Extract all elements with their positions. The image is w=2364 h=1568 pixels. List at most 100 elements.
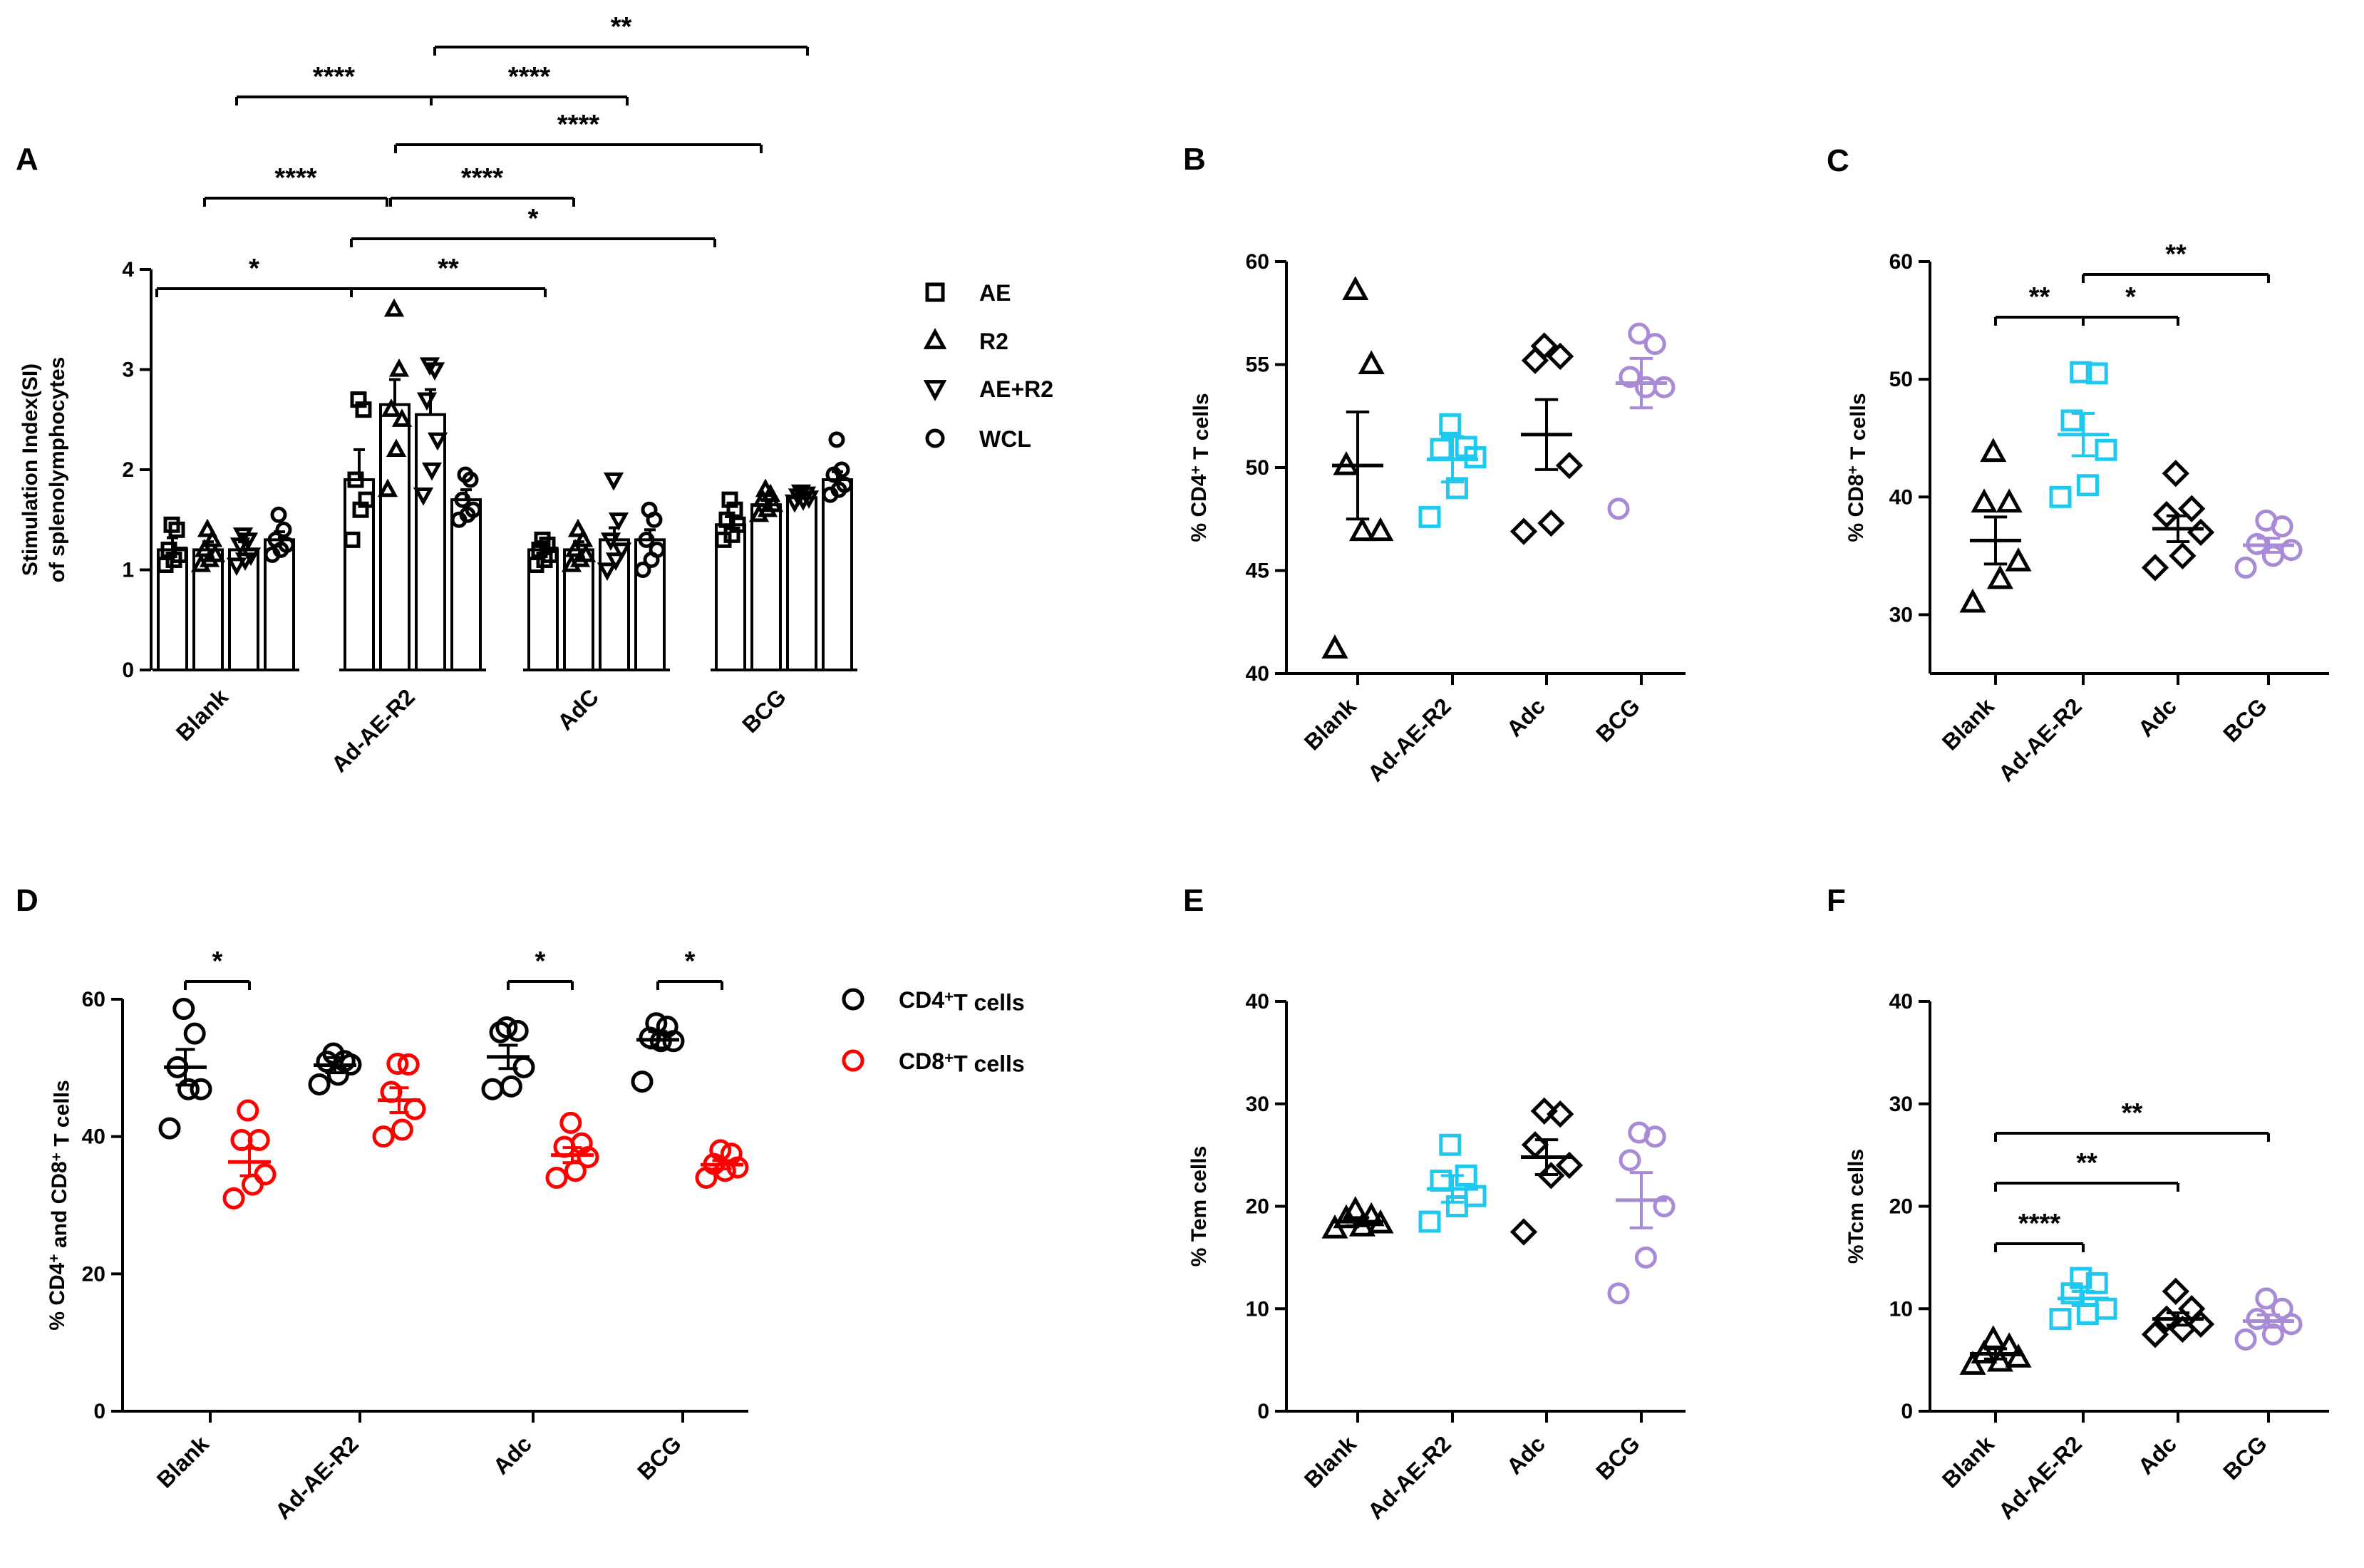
data-point [570,1132,593,1155]
y-tick-label: 0 [1257,1400,1269,1423]
data-point [631,1071,654,1093]
data-point [790,484,812,503]
data-point [397,1053,420,1076]
data-point [163,516,180,533]
significance-label: ** [2122,1098,2143,1128]
significance-label: * [249,254,259,284]
data-point [1619,1149,1641,1172]
data-point [372,1125,395,1148]
significance-label: **** [461,163,503,193]
y-axis-label: Stimulation Index(SI) [19,363,42,576]
data-point [403,1098,426,1120]
significance-label: ** [438,254,459,284]
data-point [377,478,398,497]
x-category-label: Blank [1937,1430,1999,1492]
y-tick-label: 40 [1246,990,1269,1013]
data-point [2169,542,2197,569]
y-tick-label: 50 [1889,368,1913,391]
y-tick-label: 30 [1889,1093,1913,1116]
significance-label: ** [2029,282,2050,312]
x-category-label: BCG [632,1430,686,1485]
data-point [1445,477,1468,500]
y-axis-label: % Tem cells [1187,1146,1211,1267]
data-point [2178,495,2206,522]
data-point [1509,1218,1538,1246]
data-point [391,408,413,427]
y-axis-label: % CD8+ T cells [1844,393,1870,542]
x-category-label: BCG [1591,1430,1645,1485]
data-point [1418,1210,1441,1233]
data-point [158,1117,181,1140]
data-point [465,501,482,518]
y-tick-label: 40 [82,1125,105,1149]
data-point [1530,1097,1558,1125]
data-point [572,528,594,547]
significance-label: **** [508,62,550,92]
panel-label: A [16,142,38,177]
legend-label: CD4+T cells [899,987,1025,1015]
data-point [2162,460,2189,488]
data-point [1555,1151,1584,1180]
legend-label: R2 [979,329,1008,354]
data-point [611,542,632,561]
panel-label: B [1183,142,1206,177]
x-category-label: Adc [1502,1430,1550,1479]
data-point [506,1019,529,1042]
y-tick-label: 1 [122,559,134,582]
data-point [1342,276,1369,301]
x-category-label: Blank [152,1430,214,1492]
data-point [833,461,850,478]
significance-label: **** [557,110,599,140]
y-tick-label: 30 [1246,1093,1269,1116]
data-point [347,471,364,488]
y-tick-label: 40 [1889,990,1913,1013]
legend-label: AE+R2 [979,376,1053,402]
x-category-label: Ad-AE-R2 [326,684,420,777]
data-point [545,1166,568,1189]
x-category-label: Blank [171,684,233,746]
data-point [386,438,407,458]
data-point [1439,1133,1462,1156]
data-point [386,1053,409,1076]
x-category-label: Adc [1502,693,1550,741]
data-point [457,466,474,483]
data-point [202,528,223,547]
x-category-label: BCG [737,684,791,738]
data-point [232,527,254,546]
data-point [1653,376,1676,398]
data-point [2095,438,2117,461]
legend-marker [842,1049,864,1072]
data-point [419,357,440,376]
data-point [605,552,626,571]
data-point [2152,1305,2181,1333]
panel-B: B 40 45 50 55 60 % CD4+ T cells Blank Ad-AE-R2 Ad… [1183,142,1686,787]
y-tick-label: 0 [122,659,134,682]
data-point [197,518,218,537]
data-point [1628,322,1651,345]
y-axis-label: % CD4+ T cells [1187,393,1213,542]
data-point [559,1111,582,1134]
data-point [564,538,586,557]
data-point [495,1016,518,1038]
data-point [308,1073,331,1095]
y-tick-label: 30 [1889,603,1913,626]
panel-A: A 0 1 2 3 4 Stimulation Index(SI) of splenolymp… [16,12,1053,778]
data-point [358,491,375,508]
data-point [641,501,658,518]
significance-label: * [528,204,539,234]
data-point [1418,505,1441,528]
legend-marker [923,380,947,401]
data-point [1521,1131,1549,1159]
y-tick-label: 55 [1246,354,1269,377]
y-tick-label: 20 [82,1262,105,1286]
y-tick-label: 60 [82,988,105,1011]
legend-label: AE [979,280,1011,306]
data-point [391,1118,413,1141]
significance-label: ** [2076,1148,2097,1178]
data-point [177,1078,200,1100]
data-point [1547,342,1574,371]
data-point [2152,500,2181,529]
data-point [1509,517,1538,545]
